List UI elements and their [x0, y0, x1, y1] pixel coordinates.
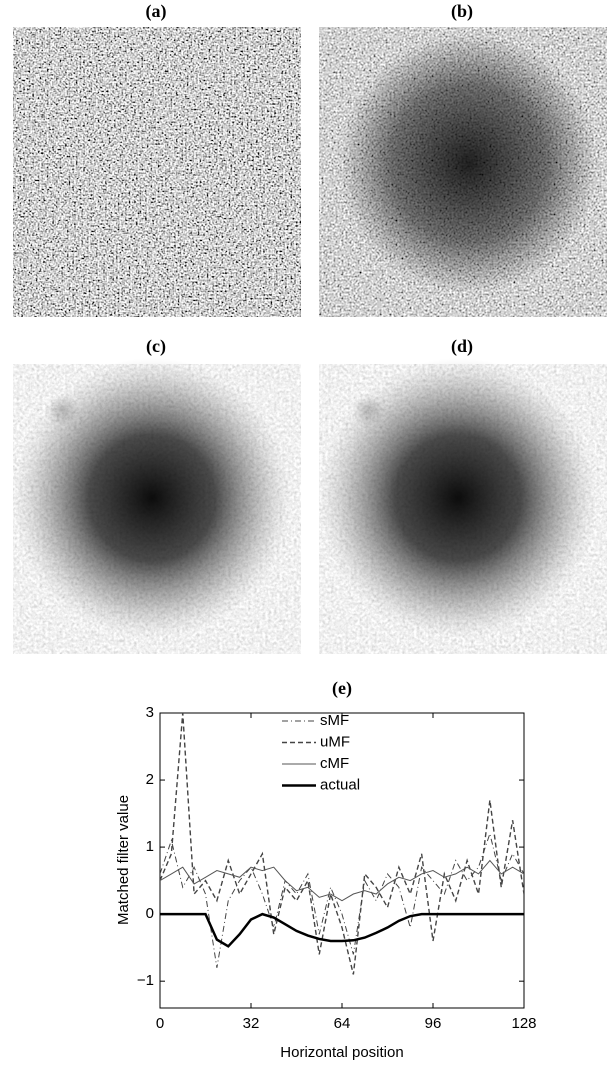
x-tick-label: 96	[425, 1015, 442, 1032]
legend-label: sMF	[320, 712, 349, 729]
y-tick-label: 2	[146, 771, 154, 788]
image-d	[318, 358, 607, 654]
panel-label: (c)	[146, 336, 166, 357]
legend-label: uMF	[320, 733, 350, 750]
x-tick-label: 32	[243, 1015, 260, 1032]
plot-area: 0 32 64 96 128 −1 0 1 2 3 sMF uMF cMF actual	[137, 704, 537, 1032]
y-tick-label: 3	[146, 704, 154, 721]
image-b	[319, 27, 607, 317]
image-a	[13, 27, 301, 317]
y-tick-label: 1	[146, 838, 154, 855]
y-tick-label: 0	[146, 905, 154, 922]
lines	[160, 713, 524, 975]
series-line	[160, 831, 524, 968]
x-tick-label: 0	[156, 1015, 164, 1032]
legend-label: cMF	[320, 755, 349, 772]
panel-label: (d)	[451, 336, 473, 357]
x-axis-label: Horizontal position	[280, 1044, 403, 1061]
panel-label: (a)	[146, 1, 167, 22]
legend-label: actual	[320, 776, 360, 793]
panel-label: (b)	[451, 1, 473, 22]
image-c	[12, 358, 301, 654]
series-line	[160, 859, 524, 902]
series-line	[160, 713, 524, 975]
chart-title: (e)	[332, 678, 352, 699]
series-line	[160, 912, 524, 948]
x-tick-label: 64	[334, 1015, 351, 1032]
y-axis-label: Matched filter value	[115, 795, 132, 925]
x-tick-label: 128	[511, 1015, 536, 1032]
y-tick-label: −1	[137, 972, 154, 989]
